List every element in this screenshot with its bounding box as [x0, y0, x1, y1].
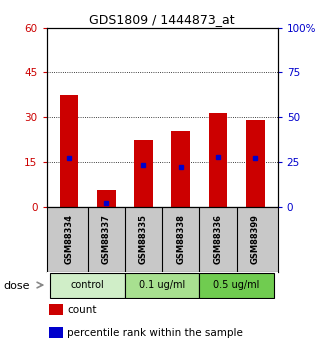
Text: percentile rank within the sample: percentile rank within the sample	[67, 328, 243, 338]
Title: GDS1809 / 1444873_at: GDS1809 / 1444873_at	[89, 13, 235, 27]
Bar	[125, 273, 199, 298]
Bar	[209, 113, 227, 207]
Text: control: control	[71, 280, 104, 290]
Bar	[134, 139, 153, 207]
Text: 0.5 ug/ml: 0.5 ug/ml	[213, 280, 260, 290]
Text: 0.1 ug/ml: 0.1 ug/ml	[139, 280, 185, 290]
Text: GSM88334: GSM88334	[65, 214, 74, 264]
Text: GSM88399: GSM88399	[251, 214, 260, 264]
Text: GSM88335: GSM88335	[139, 214, 148, 264]
Bar	[97, 190, 116, 207]
Bar	[246, 120, 265, 207]
Bar	[199, 273, 274, 298]
Bar	[49, 304, 63, 315]
Text: GSM88337: GSM88337	[102, 214, 111, 264]
Text: count: count	[67, 305, 97, 315]
Bar	[50, 273, 125, 298]
Text: GSM88336: GSM88336	[213, 214, 222, 264]
Bar	[49, 327, 63, 338]
Bar	[60, 95, 78, 207]
Text: GSM88338: GSM88338	[176, 214, 185, 264]
Bar	[171, 130, 190, 207]
Text: dose: dose	[3, 280, 30, 290]
